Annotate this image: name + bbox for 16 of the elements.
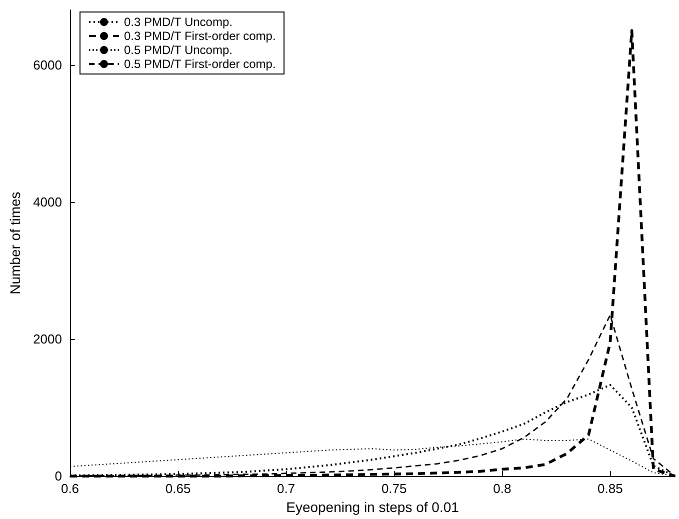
x-tick-label: 0.7 — [277, 481, 296, 496]
legend-label: 0.3 PMD/T First-order comp. — [124, 29, 276, 43]
x-axis-title: Eyeopening in steps of 0.01 — [286, 499, 460, 515]
x-tick-label: 0.6 — [60, 481, 80, 496]
y-tick-label: 6000 — [33, 57, 62, 72]
x-tick-label: 0.75 — [381, 481, 407, 496]
y-tick-label: 2000 — [33, 332, 62, 347]
y-axis-title: Number of times — [7, 192, 23, 294]
legend-label: 0.5 PMD/T First-order comp. — [124, 57, 276, 71]
legend-label: 0.3 PMD/T Uncomp. — [124, 15, 232, 29]
x-tick-label: 0.8 — [493, 481, 512, 496]
x-tick-label: 0.65 — [165, 481, 191, 496]
y-tick-label: 0 — [54, 468, 62, 484]
x-tick-label: 0.85 — [598, 481, 623, 496]
y-tick-label: 4000 — [33, 194, 62, 210]
legend-label: 0.5 PMD/T Uncomp. — [124, 43, 232, 57]
